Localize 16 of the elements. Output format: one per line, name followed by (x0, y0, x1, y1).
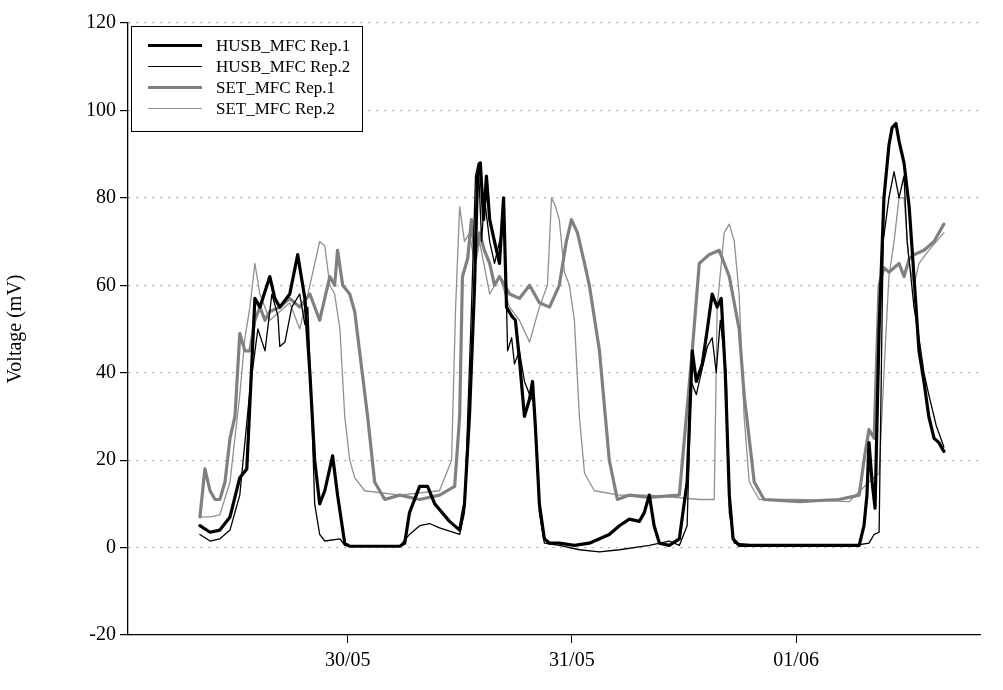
y-tick-label: 100 (86, 97, 116, 120)
legend-label: SET_MFC Rep.1 (216, 77, 336, 98)
y-tick-label: 80 (96, 185, 116, 208)
y-tick-label: 60 (96, 272, 116, 295)
x-tick-label: 01/06 (773, 648, 819, 671)
legend-label: SET_MFC Rep.2 (216, 98, 336, 119)
x-tick-label: 30/05 (324, 648, 371, 671)
legend-label: HUSB_MFC Rep.2 (216, 56, 351, 77)
y-tick-label: -20 (89, 622, 116, 645)
y-axis-title: Voltage (mV) (3, 274, 27, 384)
y-tick-label: 0 (106, 534, 116, 557)
y-tick-label: 20 (96, 447, 116, 470)
legend-label: HUSB_MFC Rep.1 (216, 35, 351, 56)
y-tick-label: 120 (86, 10, 116, 33)
x-tick-label: 31/05 (549, 648, 595, 671)
y-tick-label: 40 (96, 359, 116, 382)
